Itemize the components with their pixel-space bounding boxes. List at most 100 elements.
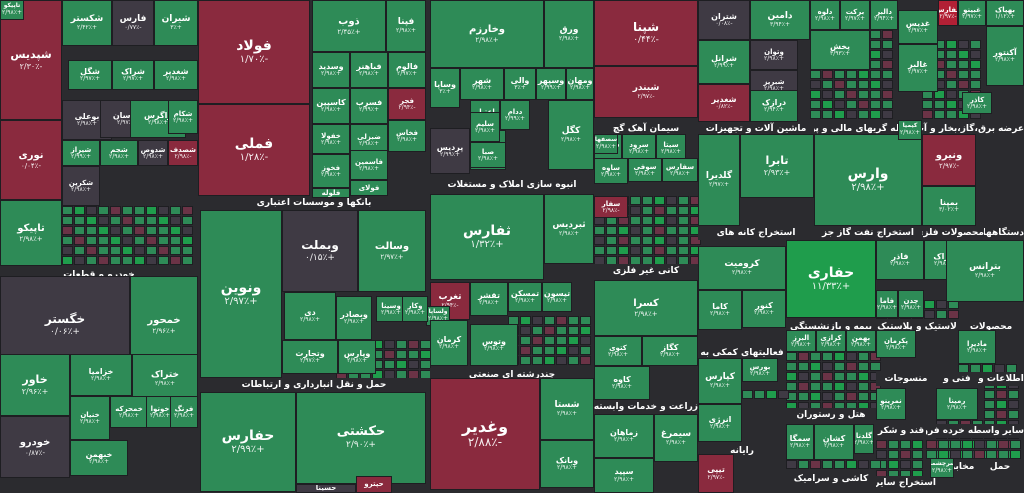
stock-tile[interactable]: حکشتی +۲/۹۰٪ bbox=[296, 392, 426, 484]
stock-tile[interactable]: شرانل +۲/۹۹٪ bbox=[698, 40, 750, 84]
stock-tile[interactable]: سرود +۲/۹۸٪ bbox=[622, 134, 656, 162]
mini-tile[interactable] bbox=[122, 256, 133, 265]
mini-tile[interactable] bbox=[974, 440, 985, 449]
mini-tile[interactable] bbox=[834, 70, 845, 79]
mini-tile[interactable] bbox=[822, 110, 833, 119]
mini-tile[interactable] bbox=[384, 340, 395, 349]
stock-tile[interactable]: فارس -۰/۷۷٪ bbox=[112, 0, 154, 46]
stock-tile[interactable]: شکرین +۲/۹۸٪ bbox=[62, 166, 100, 206]
mini-tile[interactable] bbox=[870, 382, 881, 391]
mini-tile[interactable] bbox=[182, 216, 193, 225]
mini-tile[interactable] bbox=[580, 326, 591, 335]
stock-tile[interactable]: بهمن +۲/۹۸٪ bbox=[846, 330, 876, 352]
mini-tile[interactable] bbox=[858, 392, 869, 401]
stock-tile[interactable]: سفار -۲/۹۸٪ bbox=[594, 196, 628, 218]
mini-tile[interactable] bbox=[618, 226, 629, 235]
mini-tile[interactable] bbox=[936, 300, 947, 309]
mini-tile[interactable] bbox=[520, 346, 531, 355]
mini-tile[interactable] bbox=[654, 226, 665, 235]
stock-tile[interactable]: وغدیر -۲/۸۸٪ bbox=[430, 378, 540, 490]
mini-tile[interactable] bbox=[630, 216, 641, 225]
mini-tile[interactable] bbox=[146, 256, 157, 265]
mini-tile[interactable] bbox=[654, 216, 665, 225]
stock-tile[interactable]: کرومیت +۲/۹۸٪ bbox=[698, 246, 786, 290]
mini-tile[interactable] bbox=[938, 440, 949, 449]
mini-tile[interactable] bbox=[822, 70, 833, 79]
stock-tile[interactable]: شتران -۰/۰۸٪ bbox=[698, 0, 750, 40]
mini-tile[interactable] bbox=[834, 100, 845, 109]
mini-tile[interactable] bbox=[666, 246, 677, 255]
mini-tile[interactable] bbox=[556, 336, 567, 345]
mini-tile[interactable] bbox=[946, 110, 957, 119]
mini-tile[interactable] bbox=[630, 206, 641, 215]
stock-tile[interactable]: ومهان +۲/۹۸٪ bbox=[566, 68, 594, 100]
mini-tile[interactable] bbox=[408, 340, 419, 349]
stock-tile[interactable]: شغدیر -۰/۸۲٪ bbox=[698, 84, 750, 122]
mini-tile[interactable] bbox=[146, 246, 157, 255]
mini-tile[interactable] bbox=[666, 206, 677, 215]
mini-tile[interactable] bbox=[396, 350, 407, 359]
mini-tile[interactable] bbox=[1008, 390, 1019, 399]
mini-tile[interactable] bbox=[822, 352, 833, 361]
mini-tile[interactable] bbox=[678, 236, 689, 245]
mini-tile[interactable] bbox=[870, 80, 881, 89]
mini-tile[interactable] bbox=[870, 110, 881, 119]
mini-tile[interactable] bbox=[606, 236, 617, 245]
stock-tile[interactable]: خنیان +۲/۹۸٪ bbox=[70, 396, 110, 440]
mini-tile[interactable] bbox=[882, 30, 893, 39]
mini-tile[interactable] bbox=[798, 352, 809, 361]
stock-tile[interactable]: شراک +۲/۹۷٪ bbox=[112, 60, 154, 90]
mini-tile[interactable] bbox=[970, 40, 981, 49]
mini-tile[interactable] bbox=[642, 226, 653, 235]
mini-tile[interactable] bbox=[158, 216, 169, 225]
mini-tile[interactable] bbox=[900, 440, 911, 449]
mini-tile[interactable] bbox=[946, 40, 957, 49]
mini-tile[interactable] bbox=[544, 346, 555, 355]
mini-tile[interactable] bbox=[182, 206, 193, 215]
stock-tile[interactable]: فولاد -۱/۷۰٪ bbox=[198, 0, 310, 104]
mini-tile[interactable] bbox=[958, 50, 969, 59]
mini-tile[interactable] bbox=[62, 246, 73, 255]
stock-tile[interactable]: فباهنر +۲/۹۸٪ bbox=[350, 52, 388, 88]
mini-tile[interactable] bbox=[846, 382, 857, 391]
mini-tile[interactable] bbox=[408, 350, 419, 359]
mini-tile[interactable] bbox=[396, 340, 407, 349]
mini-tile[interactable] bbox=[936, 310, 947, 319]
mini-tile[interactable] bbox=[532, 336, 543, 345]
mini-tile[interactable] bbox=[74, 246, 85, 255]
mini-tile[interactable] bbox=[742, 390, 753, 399]
mini-tile[interactable] bbox=[846, 460, 857, 469]
mini-tile[interactable] bbox=[858, 70, 869, 79]
mini-tile[interactable] bbox=[888, 450, 899, 459]
stock-tile[interactable]: ذوب +۲/۴۵٪ bbox=[312, 0, 386, 52]
stock-tile[interactable]: سلیم +۲/۹۸٪ bbox=[470, 112, 500, 142]
stock-tile[interactable]: کنور +۲/۹۸٪ bbox=[742, 290, 786, 328]
mini-tile[interactable] bbox=[810, 372, 821, 381]
mini-tile[interactable] bbox=[678, 246, 689, 255]
stock-tile[interactable]: شستا +۲/۹۸٪ bbox=[540, 378, 594, 440]
mini-tile[interactable] bbox=[594, 236, 605, 245]
mini-tile[interactable] bbox=[870, 362, 881, 371]
mini-tile[interactable] bbox=[946, 100, 957, 109]
stock-tile[interactable]: خزامیا +۲/۹۸٪ bbox=[70, 354, 132, 396]
stock-tile[interactable]: تاپیکو +۲/۹۸٪ bbox=[0, 200, 62, 266]
stock-tile[interactable]: وسپهر +۲/۹۹٪ bbox=[536, 68, 566, 100]
mini-tile[interactable] bbox=[520, 326, 531, 335]
mini-tile[interactable] bbox=[580, 336, 591, 345]
mini-tile[interactable] bbox=[846, 392, 857, 401]
stock-tile[interactable]: تقشر +۲/۹۸٪ bbox=[470, 282, 508, 316]
mini-tile[interactable] bbox=[74, 236, 85, 245]
mini-tile[interactable] bbox=[858, 382, 869, 391]
mini-tile[interactable] bbox=[642, 206, 653, 215]
mini-tile[interactable] bbox=[900, 450, 911, 459]
stock-tile[interactable]: تاپیکو +۲/۹۸٪ bbox=[0, 0, 24, 20]
mini-tile[interactable] bbox=[86, 236, 97, 245]
stock-tile[interactable]: وتوان +۲/۹۸٪ bbox=[750, 40, 798, 70]
mini-tile[interactable] bbox=[810, 382, 821, 391]
mini-tile[interactable] bbox=[778, 390, 789, 399]
mini-tile[interactable] bbox=[544, 326, 555, 335]
mini-tile[interactable] bbox=[998, 440, 1009, 449]
mini-tile[interactable] bbox=[86, 226, 97, 235]
stock-tile[interactable]: نمرینو +۲/۹۸٪ bbox=[876, 388, 906, 420]
mini-tile[interactable] bbox=[544, 356, 555, 365]
